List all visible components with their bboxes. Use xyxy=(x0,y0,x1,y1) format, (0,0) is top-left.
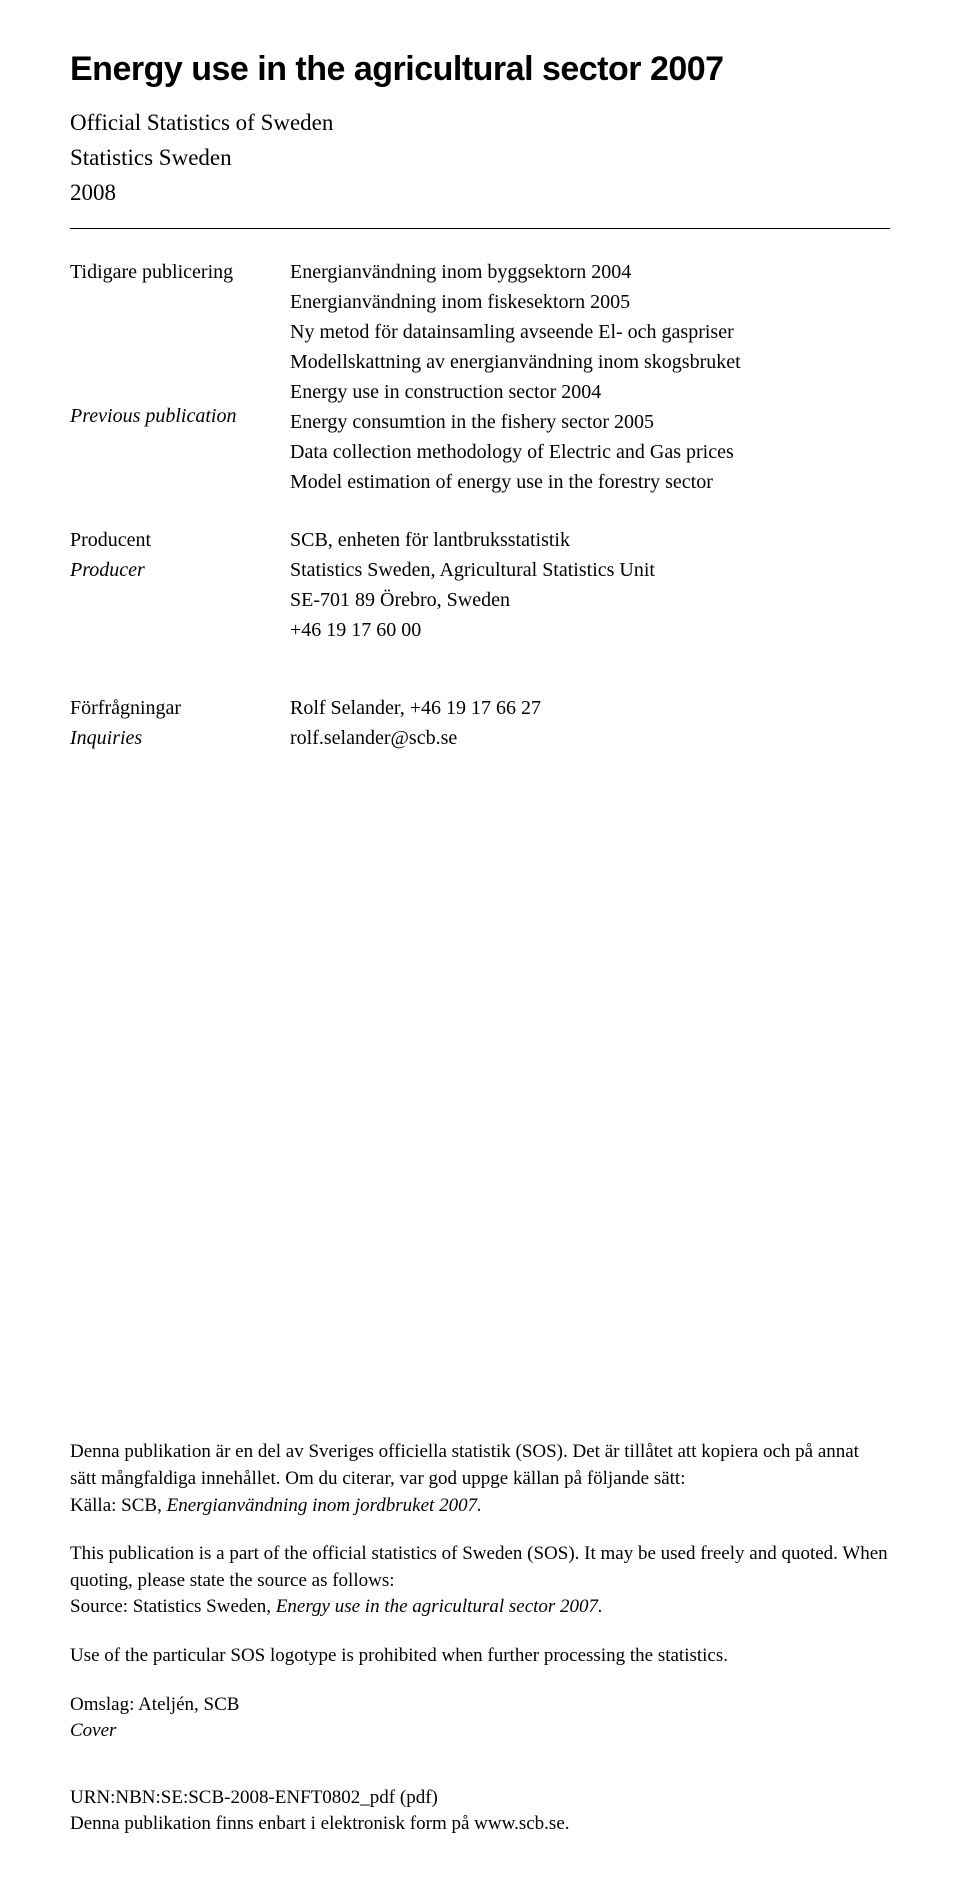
header-divider xyxy=(70,228,890,229)
footer-p2a: This publication is a part of the offici… xyxy=(70,1543,888,1591)
footer-p1a: Denna publikation är en del av Sveriges … xyxy=(70,1441,859,1489)
label-en: Previous publication xyxy=(70,401,290,431)
producer-v1: SCB, enheten för lantbruksstatistik xyxy=(290,525,655,555)
previous-publication-label: Tidigare publicering Previous publicatio… xyxy=(70,257,290,497)
document-title: Energy use in the agricultural sector 20… xyxy=(70,50,890,89)
producer-v3: SE-701 89 Örebro, Sweden xyxy=(290,585,655,615)
footer-p1b-prefix: Källa: SCB, xyxy=(70,1495,167,1516)
previous-publication-value: Energianvändning inom byggsektorn 2004 E… xyxy=(290,257,741,497)
footer-p2b-italic: Energy use in the agricultural sector 20… xyxy=(276,1596,603,1617)
inquiries-label: Förfrågningar Inquiries xyxy=(70,693,290,753)
subtitle-line-2: Statistics Sweden xyxy=(70,142,890,173)
producer-value: SCB, enheten för lantbruksstatistik Stat… xyxy=(290,525,655,645)
previous-publication-row: Tidigare publicering Previous publicatio… xyxy=(70,257,890,497)
prev-en-2: Energy consumtion in the fishery sector … xyxy=(290,407,741,437)
inquiries-row: Förfrågningar Inquiries Rolf Selander, +… xyxy=(70,693,890,753)
label-sv: Tidigare publicering xyxy=(70,257,290,287)
footer-para-en: This publication is a part of the offici… xyxy=(70,1541,890,1621)
footer-section: Denna publikation är en del av Sveriges … xyxy=(70,1439,890,1838)
prev-en-4: Model estimation of energy use in the fo… xyxy=(290,467,741,497)
urn-block: URN:NBN:SE:SCB-2008-ENFT0802_pdf (pdf) D… xyxy=(70,1785,890,1838)
producer-row: Producent Producer SCB, enheten för lant… xyxy=(70,525,890,645)
prev-sv-2: Energianvändning inom fiskesektorn 2005 xyxy=(290,287,741,317)
prev-sv-4: Modellskattning av energianvändning inom… xyxy=(290,347,741,377)
cover-block: Omslag: Ateljén, SCB Cover xyxy=(70,1692,890,1745)
prev-sv-1: Energianvändning inom byggsektorn 2004 xyxy=(290,257,741,287)
label-sv: Producent xyxy=(70,525,290,555)
inquiries-value: Rolf Selander, +46 19 17 66 27 rolf.sela… xyxy=(290,693,541,753)
inquiries-v2: rolf.selander@scb.se xyxy=(290,723,541,753)
footer-p1b-italic: Energianvändning inom jordbruket 2007. xyxy=(167,1495,482,1516)
prev-en-3: Data collection methodology of Electric … xyxy=(290,437,741,467)
producer-v2: Statistics Sweden, Agricultural Statisti… xyxy=(290,555,655,585)
subtitle-line-3: 2008 xyxy=(70,177,890,208)
footer-para-sv: Denna publikation är en del av Sveriges … xyxy=(70,1439,890,1519)
urn-line: URN:NBN:SE:SCB-2008-ENFT0802_pdf (pdf) xyxy=(70,1785,890,1812)
producer-v4: +46 19 17 60 00 xyxy=(290,615,655,645)
label-en: Inquiries xyxy=(70,723,290,753)
cover-en: Cover xyxy=(70,1720,116,1741)
footer-para-sos: Use of the particular SOS logotype is pr… xyxy=(70,1643,890,1670)
footer-p2b-prefix: Source: Statistics Sweden, xyxy=(70,1596,276,1617)
producer-label: Producent Producer xyxy=(70,525,290,645)
inquiries-v1: Rolf Selander, +46 19 17 66 27 xyxy=(290,693,541,723)
label-sv: Förfrågningar xyxy=(70,693,290,723)
subtitle-line-1: Official Statistics of Sweden xyxy=(70,107,890,138)
label-en: Producer xyxy=(70,555,290,585)
urn-note: Denna publikation finns enbart i elektro… xyxy=(70,1811,890,1838)
prev-en-1: Energy use in construction sector 2004 xyxy=(290,377,741,407)
prev-sv-3: Ny metod för datainsamling avseende El- … xyxy=(290,317,741,347)
cover-sv: Omslag: Ateljén, SCB xyxy=(70,1694,239,1715)
